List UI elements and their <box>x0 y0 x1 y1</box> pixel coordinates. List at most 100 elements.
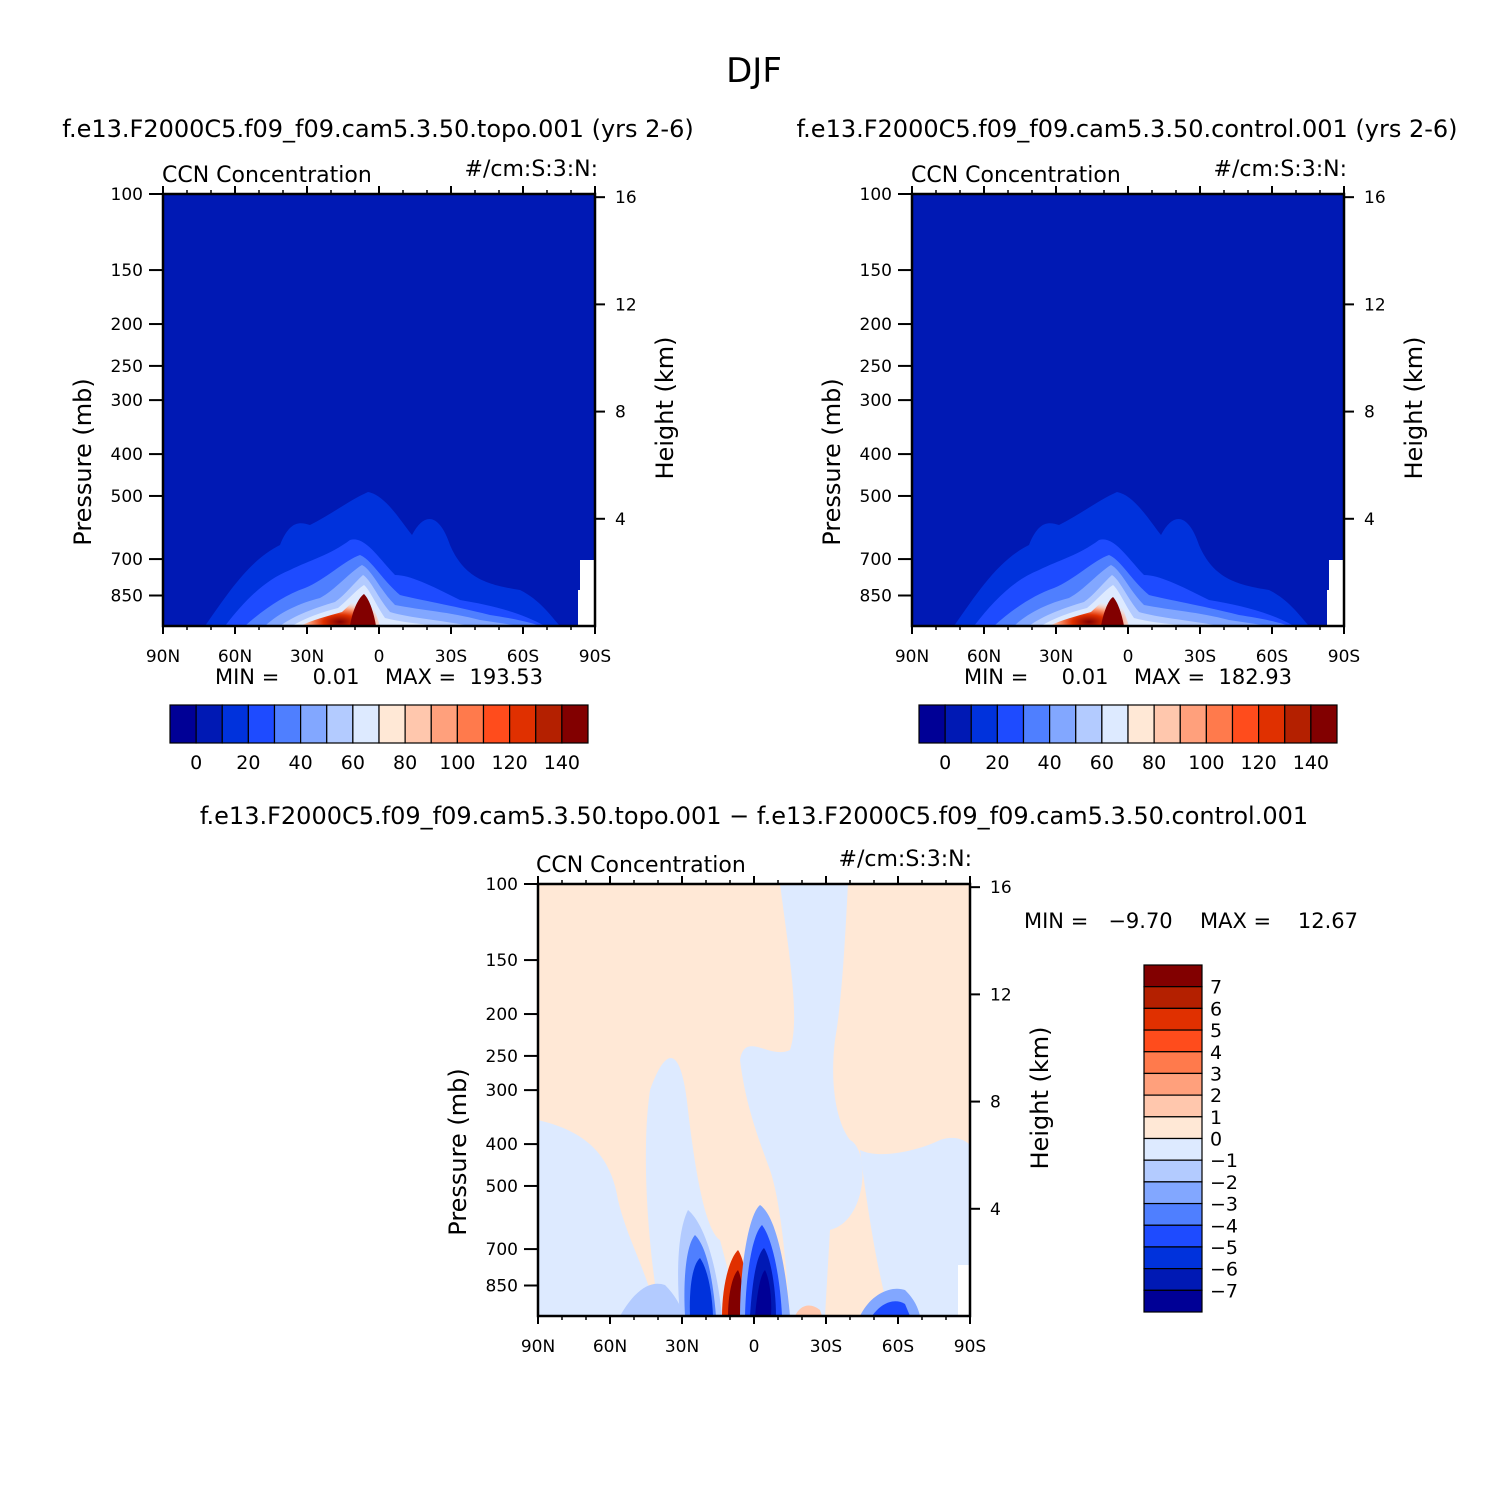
colorbar-swatch <box>1101 704 1129 744</box>
colorbar-label: −1 <box>1210 1150 1238 1172</box>
figure-title: DJF <box>726 51 782 91</box>
y-tick-label: 300 <box>486 1081 518 1101</box>
y-tick-label: 250 <box>486 1047 518 1067</box>
y-axis-label: Pressure (mb) <box>818 378 846 545</box>
y2-tick-label: 12 <box>615 295 637 315</box>
y-tick-label: 200 <box>860 315 892 335</box>
colorbar-swatch <box>300 704 328 744</box>
colorbar-swatch <box>404 704 432 744</box>
colorbar-label: −4 <box>1210 1215 1238 1237</box>
x-tick-label: 90N <box>521 1337 555 1357</box>
units-label: #/cm:S:3:N: <box>839 847 972 872</box>
colorbar: 0 20 40 60 80 100 120 140 <box>169 704 589 774</box>
y-tick-label: 100 <box>111 185 143 205</box>
x-tick-label: 90N <box>895 647 929 667</box>
colorbar-label: 40 <box>1038 752 1062 774</box>
y2-tick-label: 4 <box>1364 510 1375 530</box>
max-text: MAX = 12.67 <box>1200 909 1358 933</box>
colorbar-swatch <box>944 704 972 744</box>
colorbar-label: 120 <box>1240 752 1276 774</box>
y2-tick-label: 4 <box>990 1200 1001 1220</box>
panel-title: f.e13.F2000C5.f09_f09.cam5.3.50.control.… <box>796 115 1457 143</box>
colorbar-label: 3 <box>1210 1063 1222 1085</box>
colorbar-swatch <box>1143 1007 1203 1031</box>
y-tick-label: 700 <box>486 1240 518 1260</box>
colorbar-swatch <box>430 704 458 744</box>
colorbar-swatch <box>1231 704 1260 744</box>
contour-field <box>163 194 595 626</box>
panel-control: f.e13.F2000C5.f09_f09.cam5.3.50.control.… <box>796 115 1457 774</box>
x-tick-label: 60S <box>1256 647 1288 667</box>
y-tick-label: 300 <box>111 391 143 411</box>
colorbar-label: −5 <box>1210 1237 1238 1259</box>
colorbar-swatch <box>1143 1116 1203 1140</box>
y-tick-label: 500 <box>860 487 892 507</box>
colorbar-swatch <box>1284 704 1312 744</box>
colorbar-label: 80 <box>393 752 417 774</box>
colorbar-swatch <box>1143 1202 1203 1226</box>
x-tick-label: 0 <box>1123 647 1134 667</box>
y-tick-label: 400 <box>111 445 143 465</box>
variable-label: CCN Concentration <box>536 853 746 878</box>
colorbar-swatch <box>482 704 511 744</box>
colorbar-label: −6 <box>1210 1259 1238 1281</box>
x-tick-label: 30S <box>810 1337 842 1357</box>
y-tick-label: 400 <box>860 445 892 465</box>
y2-tick-label: 8 <box>1364 403 1375 423</box>
colorbar-label: 20 <box>985 752 1009 774</box>
colorbar-swatch <box>195 704 223 744</box>
min-text: MIN = 0.01 <box>964 665 1108 689</box>
y2-tick-label: 8 <box>615 403 626 423</box>
colorbar-swatch <box>996 704 1025 744</box>
x-tick-label: 90S <box>1328 647 1360 667</box>
colorbar: 0 20 40 60 80 100 120 140 <box>918 704 1338 774</box>
y-axis-label: Pressure (mb) <box>444 1068 472 1235</box>
x-tick-label: 60S <box>882 1337 914 1357</box>
colorbar-label: 5 <box>1210 1020 1222 1042</box>
y-tick-label: 150 <box>111 261 143 281</box>
colorbar-swatch <box>1143 1181 1203 1205</box>
colorbar-swatch <box>1143 964 1203 988</box>
colorbar-swatch <box>1143 1224 1203 1248</box>
axes: 90N 60N 30N 0 30S 60S 90S 100 150 200 250 300 400 500… <box>818 185 1428 667</box>
colorbar-label: 2 <box>1210 1085 1222 1107</box>
y-tick-label: 700 <box>111 550 143 570</box>
colorbar-swatch <box>1205 704 1234 744</box>
y-tick-label: 200 <box>111 315 143 335</box>
colorbar-label: 100 <box>439 752 475 774</box>
x-tick-label: 0 <box>749 1337 760 1357</box>
y-tick-label: 250 <box>860 357 892 377</box>
colorbar-swatch <box>1127 704 1155 744</box>
colorbar-swatch <box>1049 704 1077 744</box>
colorbar-label: 7 <box>1210 977 1222 999</box>
y2-tick-label: 12 <box>1364 295 1386 315</box>
colorbar-label: 140 <box>1293 752 1329 774</box>
x-tick-label: 60S <box>507 647 539 667</box>
panel-title: f.e13.F2000C5.f09_f09.cam5.3.50.topo.001… <box>200 802 1308 830</box>
colorbar-label: 20 <box>236 752 260 774</box>
colorbar-label: 80 <box>1142 752 1166 774</box>
colorbar-label: −2 <box>1210 1172 1238 1194</box>
y-tick-label: 700 <box>860 550 892 570</box>
panel-difference: f.e13.F2000C5.f09_f09.cam5.3.50.topo.001… <box>200 802 1358 1357</box>
colorbar-label: 4 <box>1210 1042 1222 1064</box>
colorbar-swatch <box>378 704 406 744</box>
variable-label: CCN Concentration <box>911 163 1121 188</box>
colorbar-swatch <box>918 704 946 744</box>
colorbar-swatch <box>1143 1029 1203 1053</box>
colorbar-swatch <box>1143 1051 1203 1075</box>
x-tick-label: 90N <box>146 647 180 667</box>
colorbar-swatch <box>456 704 485 744</box>
colorbar-swatch <box>169 704 197 744</box>
colorbar-swatch <box>1310 704 1338 744</box>
y-tick-label: 850 <box>860 587 892 607</box>
min-text: MIN = −9.70 <box>1024 909 1173 933</box>
y-tick-label: 100 <box>860 185 892 205</box>
axes: 90N 60N 30N 0 30S 60S 90S 100 150 200 250 300 400 500… <box>69 185 679 667</box>
colorbar-swatch <box>1143 1159 1203 1183</box>
x-tick-label: 30N <box>665 1337 699 1357</box>
y-tick-label: 100 <box>486 875 518 895</box>
colorbar-swatch <box>1143 1137 1203 1161</box>
x-tick-label: 90S <box>954 1337 986 1357</box>
